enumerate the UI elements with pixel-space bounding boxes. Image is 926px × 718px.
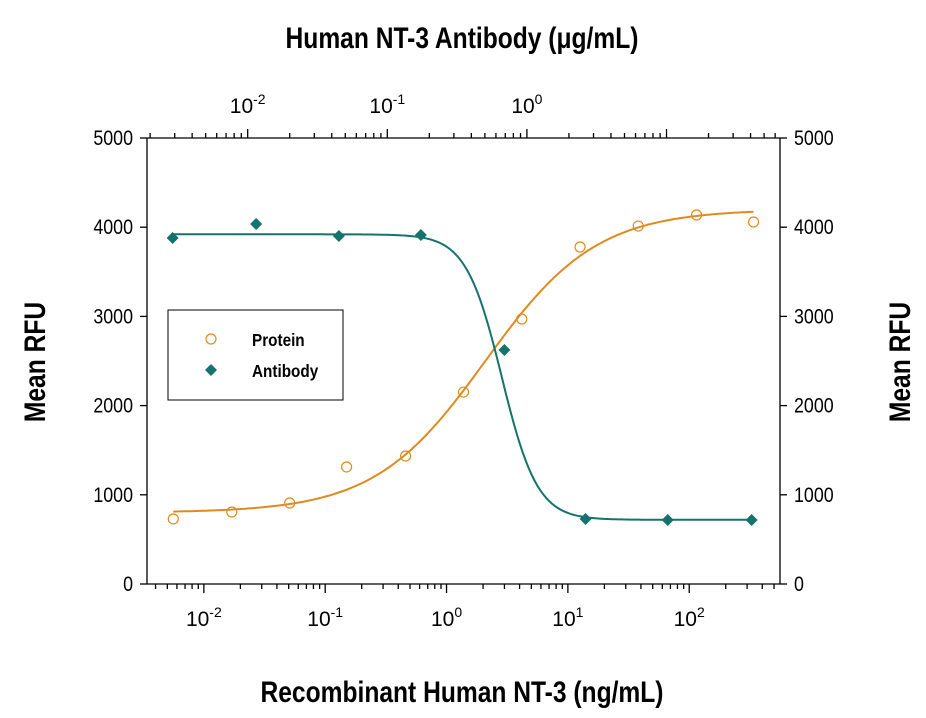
x-top-tick-label: 10-2 [230, 91, 266, 118]
fit-curves [172, 210, 754, 521]
protein-data-point [284, 497, 296, 509]
y-tick-label-left: 5000 [93, 127, 133, 151]
y-tick-label-left: 2000 [93, 394, 133, 418]
x-bottom-tick-label: 101 [552, 604, 583, 631]
antibody-data-point [250, 217, 263, 230]
x-bottom-tick-label: 100 [431, 604, 462, 631]
antibody-data-point [745, 514, 758, 527]
y-tick-label-left: 4000 [93, 216, 133, 240]
axes: 0 0 1000 1000 2000 2000 3000 3000 4000 4000 5000 50… [93, 91, 833, 631]
y-tick-label-right: 3000 [794, 305, 834, 329]
protein-data-point [340, 461, 353, 473]
antibody-data-point [661, 514, 674, 527]
legend-antibody-marker [205, 364, 217, 376]
protein-data-point [747, 216, 760, 228]
legend-box [167, 309, 344, 401]
antibody-data-point [166, 231, 179, 244]
y-axis-label-left: Mean RFU [18, 302, 52, 422]
antibody-data-point [579, 512, 592, 525]
protein-data-point [574, 241, 586, 253]
y-axis-label-right: Mean RFU [883, 302, 917, 422]
y-tick-label-left: 1000 [93, 483, 133, 507]
protein-data-point [167, 513, 179, 525]
protein-data-point [632, 220, 644, 232]
y-tick-label-left: 3000 [93, 305, 133, 329]
x-axis-label: Recombinant Human NT-3 (ng/mL) [260, 675, 663, 709]
y-tick-label-right: 0 [794, 573, 804, 597]
antibody-data-point [414, 229, 427, 242]
protein-data-point [400, 450, 412, 462]
protein-data-point [226, 506, 238, 518]
antibody-data-point [332, 230, 345, 243]
x-top-tick-label: 100 [511, 91, 542, 118]
antibody-fit-curve [172, 233, 752, 521]
protein-data-point [516, 313, 528, 325]
y-tick-label-right: 1000 [794, 483, 834, 507]
antibody-data-point [498, 344, 511, 357]
y-tick-label-right: 4000 [794, 216, 834, 240]
y-tick-label-left: 0 [123, 573, 133, 597]
chart-title: Human NT-3 Antibody (μg/mL) [286, 21, 639, 55]
x-bottom-tick-label: 10-2 [186, 604, 222, 631]
legend: Protein Antibody [167, 309, 344, 401]
legend-protein-label: Protein [252, 330, 305, 350]
x-bottom-tick-label: 10-1 [307, 604, 343, 631]
y-tick-label-right: 5000 [794, 127, 834, 151]
x-bottom-tick-label: 102 [674, 604, 705, 631]
legend-antibody-label: Antibody [252, 361, 319, 381]
x-top-tick-label: 10-1 [369, 91, 405, 118]
data-points [166, 209, 760, 527]
protein-data-point [690, 209, 703, 221]
protein-fit-curve [173, 210, 754, 513]
y-tick-label-right: 2000 [794, 394, 834, 418]
protein-data-point [457, 386, 470, 398]
legend-protein-marker [205, 333, 217, 345]
